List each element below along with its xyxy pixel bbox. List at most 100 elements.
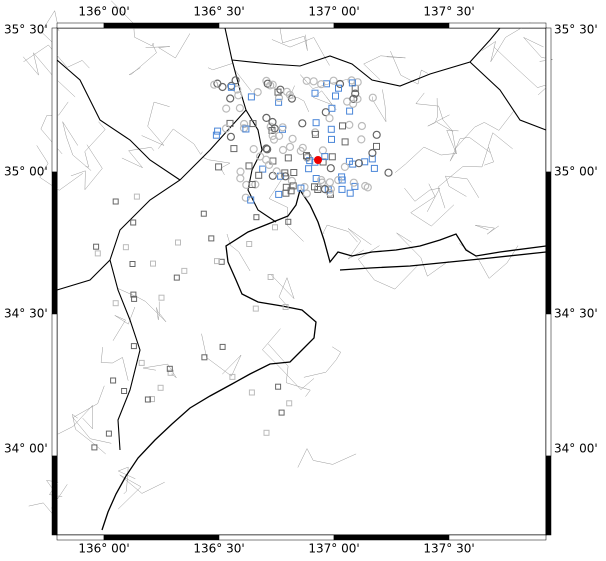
station-square [284,154,292,162]
frame-bar [545,171,552,315]
station-square [105,430,112,437]
municipal-border [482,22,531,62]
station-circle [253,87,262,97]
station-square [290,169,298,176]
municipal-border [121,147,155,168]
station-square [274,88,282,96]
station-square [252,305,259,312]
station-square [323,80,330,88]
municipal-border [142,363,177,378]
station-square [341,138,349,146]
station-circle [262,113,271,123]
station-square [214,127,222,135]
municipal-border [40,101,69,155]
frame-bar [545,455,552,536]
station-circle [285,90,294,100]
station-square [214,258,220,265]
municipal-border [23,44,90,69]
prefecture-borders [56,27,547,451]
frame-bar [51,27,58,173]
frame-bar [333,22,450,29]
frame-bar [103,22,220,29]
station-circle [268,131,277,140]
municipal-border [475,224,499,235]
municipal-border [357,245,419,290]
station-square [305,165,313,173]
station-circle [268,80,277,89]
station-square [351,182,359,190]
station-circle [353,94,362,104]
lat-label: 35° 00' [554,165,598,179]
station-square [253,214,260,221]
municipal-border [145,33,191,59]
station-circle [269,135,279,144]
lat-label: 35° 30' [554,23,598,37]
station-square [138,359,145,366]
municipal-border [396,232,449,277]
station-square [173,274,180,281]
frame-bar [218,22,335,29]
municipal-border [117,466,136,495]
municipal-border [415,92,454,132]
station-circle [325,114,334,123]
station-square [338,185,346,193]
station-square [149,396,155,403]
frame-bar [51,171,58,315]
station-square [248,181,256,188]
municipal-border [372,89,387,122]
station-circle [281,172,290,181]
station-square [263,429,270,436]
station-circle [285,142,295,151]
municipal-border [71,413,106,455]
station-square [122,244,129,251]
station-square [346,107,354,115]
station-circle [357,121,366,131]
municipal-border [271,37,330,66]
station-square [373,142,380,150]
municipal-border [394,146,457,173]
station-square [249,120,257,128]
station-circle [210,80,219,89]
frame-bar [218,534,335,541]
station-circle [265,160,274,169]
station-circle [300,182,309,192]
municipal-border [158,128,203,155]
municipal-border [23,52,76,98]
station-circle [233,85,242,94]
station-circle [320,185,329,194]
station-circle [354,159,363,168]
municipal-border [128,43,157,76]
station-square [275,190,283,198]
station-square [286,400,293,407]
station-circle [262,144,271,153]
lat-label: 34° 00' [4,442,48,456]
municipal-border [300,74,350,89]
station-circle [274,93,284,103]
frame-bar [56,22,105,29]
station-circle [249,145,258,154]
station-circle [278,123,287,132]
station-circle [226,94,235,103]
station-circle [368,93,377,102]
station-square [282,189,290,197]
municipal-border [201,333,242,377]
station-square [230,145,238,153]
station-circle [329,76,338,85]
lon-label: 136° 00' [78,542,129,556]
station-square [167,369,174,376]
station-square [311,183,318,191]
station-circle [226,132,235,141]
station-circle [353,78,362,87]
station-square [181,267,188,274]
station-circle [317,80,326,89]
station-square [338,176,346,184]
station-square [321,153,329,161]
municipal-border [268,179,304,242]
station-circle [340,162,349,171]
municipal-border [111,0,155,47]
station-square [175,239,181,246]
station-square [130,291,137,298]
municipal-border [436,121,459,154]
municipal-border [410,183,455,227]
